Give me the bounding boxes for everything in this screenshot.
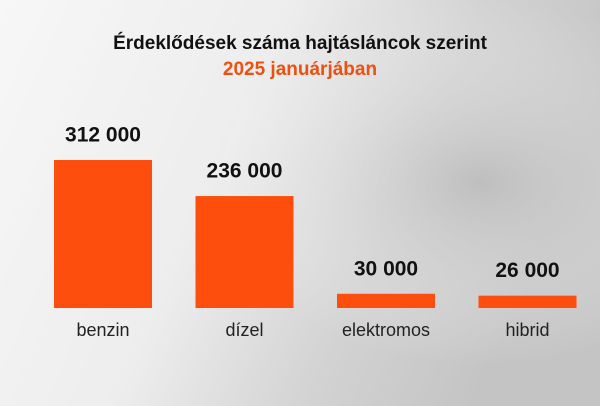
bar: [195, 196, 294, 308]
value-label: 236 000: [207, 160, 283, 183]
chart-title: Érdeklődések száma hajtásláncok szerint: [113, 32, 488, 54]
category-label: benzin: [76, 320, 129, 340]
category-label: hibrid: [505, 320, 549, 340]
category-label: dízel: [225, 320, 263, 340]
category-label: elektromos: [342, 320, 430, 340]
value-label: 26 000: [495, 259, 559, 282]
value-label: 312 000: [65, 124, 141, 147]
bar: [54, 160, 152, 308]
chart-subtitle: 2025 januárjában: [223, 59, 377, 80]
bar: [478, 295, 577, 308]
value-label: 30 000: [354, 257, 418, 280]
bar: [337, 293, 435, 308]
